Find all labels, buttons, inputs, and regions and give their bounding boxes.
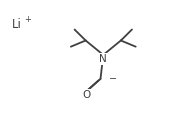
Text: Li: Li bbox=[12, 18, 21, 31]
Text: +: + bbox=[25, 15, 31, 24]
Text: O: O bbox=[83, 90, 91, 100]
Text: −: − bbox=[109, 74, 118, 84]
Text: N: N bbox=[99, 54, 107, 64]
